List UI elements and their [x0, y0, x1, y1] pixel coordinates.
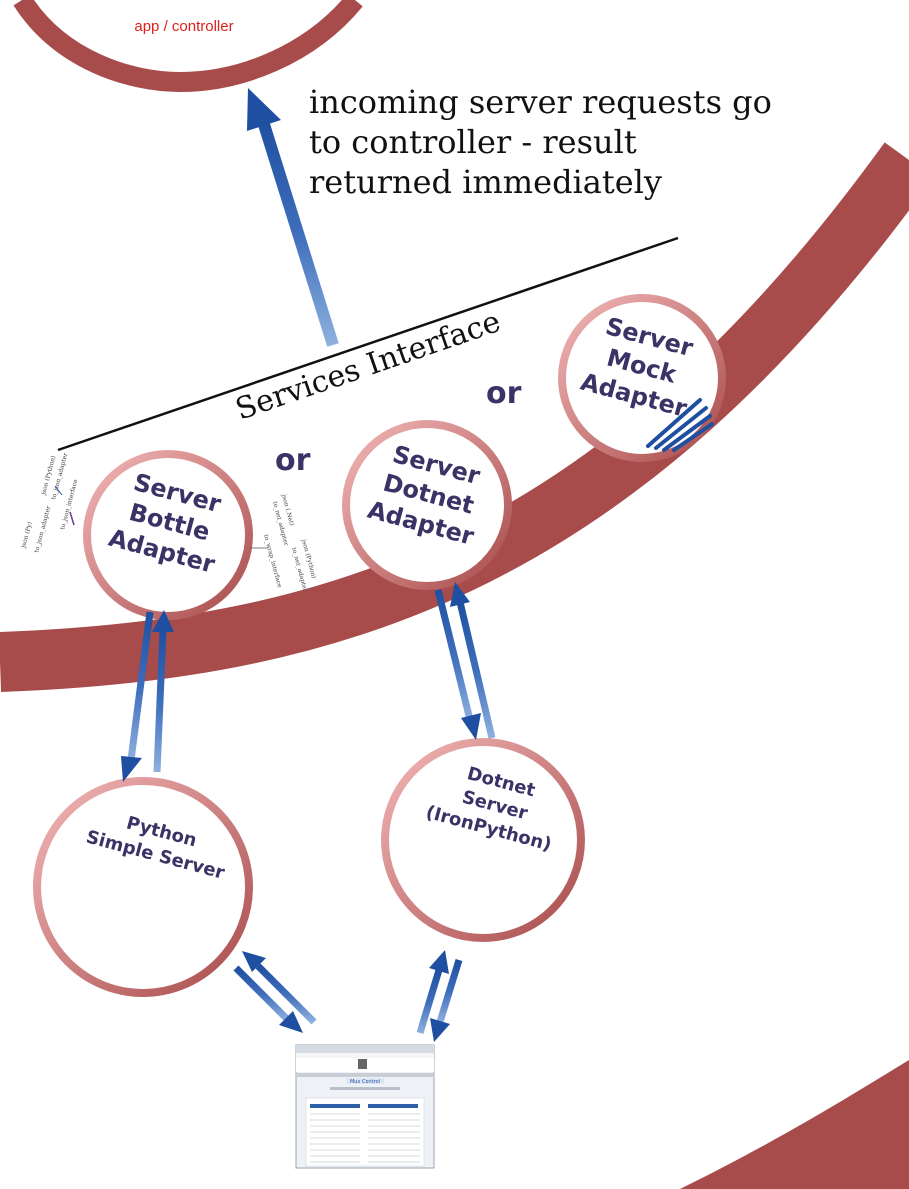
python-server-node: Python Simple Server [33, 777, 253, 997]
annotation-right-5: to_wrap_interface [262, 534, 283, 589]
services-interface-line [57, 236, 679, 452]
mock-hatch-icon [646, 398, 714, 452]
outer-layer-arc [680, 1060, 909, 1189]
request-arrow-head [247, 88, 281, 131]
request-note: incoming server requests go to controlle… [309, 83, 772, 201]
bottle-adapter-node: Server Bottle Adapter [83, 450, 253, 620]
or-label-2: or [486, 376, 522, 411]
services-interface-label: Services Interface [231, 304, 505, 427]
request-arrow [256, 116, 339, 347]
controller-circle: app / controller [13, 0, 363, 93]
bottle-annotations-right: json (.Net) to_net_adapter json (Python)… [250, 493, 317, 593]
note-line-3: returned immediately [309, 163, 662, 201]
controller-label: app / controller [134, 18, 233, 35]
dotnet-browser-arrows [416, 950, 463, 1042]
annotation-left-2: to_json_adapter [33, 505, 52, 553]
dotnet-server-node: Dotnet Server (IronPython) [381, 738, 585, 942]
or-label-1: or [275, 443, 311, 478]
browser-thumbnail: Mux Control [295, 1044, 435, 1169]
note-line-1: incoming server requests go [309, 83, 772, 121]
annotation-left-1: json (Py) [20, 521, 34, 549]
note-line-2: to controller - result [309, 123, 637, 161]
python-browser-arrows [233, 951, 317, 1033]
browser-title: Mux Control [350, 1079, 380, 1085]
dotnet-adapter-server-arrows [434, 582, 496, 740]
annotation-left-5: to_json_interface [59, 478, 79, 530]
bottle-python-arrows [121, 610, 174, 782]
mock-adapter-node: Server Mock Adapter [558, 294, 726, 462]
bottle-annotations-left: json (Py) to_json_adapter json (Python) … [20, 452, 80, 553]
dotnet-adapter-node: Server Dotnet Adapter [342, 420, 512, 590]
